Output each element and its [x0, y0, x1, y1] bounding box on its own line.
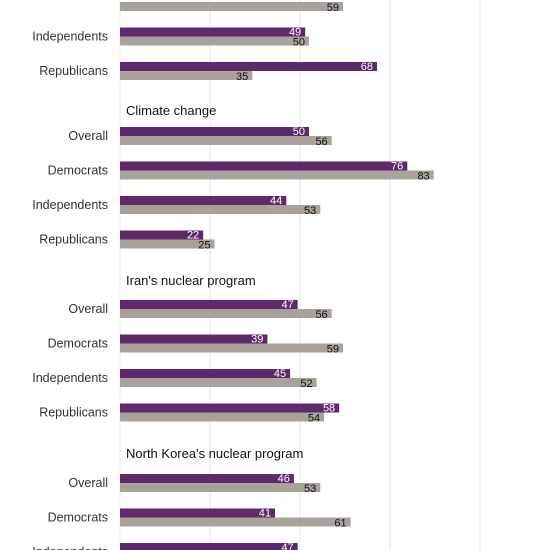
bar-series-b: [120, 205, 321, 214]
data-label-b: 35: [236, 71, 248, 83]
data-label-b: 59: [327, 344, 339, 356]
data-label-a: 50: [293, 126, 305, 138]
category-label: Overall: [68, 476, 108, 490]
category-label: Democrats: [48, 337, 108, 351]
data-label-b: 56: [315, 136, 327, 148]
bar-series-b: [120, 517, 351, 527]
bar-series-a: [120, 27, 306, 37]
bar-series-a: [120, 403, 340, 413]
category-label: Independents: [32, 545, 108, 550]
data-label-a: 41: [259, 508, 271, 520]
bar-series-a: [120, 196, 287, 205]
data-label-b: 25: [198, 240, 210, 252]
category-label: Independents: [32, 371, 108, 385]
bar-series-b: [120, 36, 309, 46]
category-label: Democrats: [48, 511, 108, 525]
category-label: Democrats: [48, 164, 108, 178]
bar-series-b: [120, 71, 253, 80]
bar-series-b: [120, 170, 434, 180]
section-title: Climate change: [126, 103, 216, 118]
data-label-b: 50: [293, 37, 305, 49]
data-label-a: 58: [323, 403, 335, 415]
bar-series-a: [120, 543, 298, 550]
data-label-a: 22: [187, 230, 199, 242]
category-label: Republicans: [39, 406, 108, 420]
category-label: Overall: [68, 129, 108, 143]
bar-series-b: [120, 309, 332, 318]
data-label-b: 52: [300, 378, 312, 390]
data-label-b: 59: [327, 2, 339, 14]
category-label: Independents: [32, 198, 108, 212]
bar-series-b: [120, 2, 343, 11]
data-label-a: 47: [281, 542, 293, 550]
data-label-a: 49: [289, 27, 301, 39]
bar-series-a: [120, 300, 298, 309]
grid: [119, 0, 481, 550]
data-label-a: 44: [270, 195, 282, 207]
data-label-a: 39: [251, 334, 263, 346]
bar-series-b: [120, 412, 325, 422]
bars: [120, 2, 434, 550]
data-label-b: 83: [417, 171, 429, 183]
data-label-a: 68: [361, 61, 373, 73]
bar-series-a: [120, 62, 377, 71]
data-label-b: 53: [304, 483, 316, 495]
bar-series-b: [120, 343, 343, 353]
bar-series-a: [120, 508, 275, 518]
data-label-a: 46: [278, 473, 290, 485]
bar-series-b: [120, 136, 332, 145]
bar-series-b: [120, 378, 317, 387]
data-label-a: 76: [391, 161, 403, 173]
data-label-b: 53: [304, 205, 316, 217]
bar-series-a: [120, 127, 309, 136]
data-label-a: 45: [274, 368, 286, 380]
bar-series-a: [120, 369, 291, 378]
category-label: Overall: [68, 302, 108, 316]
bar-series-b: [120, 483, 321, 492]
data-label-b: 56: [315, 309, 327, 321]
data-label-b: 61: [334, 518, 346, 530]
bar-series-b: [120, 239, 215, 249]
category-label: Independents: [32, 30, 108, 44]
data-label-b: 54: [308, 413, 320, 425]
category-label: Republicans: [39, 233, 108, 247]
bar-series-a: [120, 474, 294, 483]
bar-series-a: [120, 334, 268, 344]
data-label-a: 47: [281, 299, 293, 311]
bar-series-a: [120, 230, 204, 240]
bar-series-a: [120, 161, 408, 171]
category-label: Republicans: [39, 64, 108, 78]
section-title: North Korea's nuclear program: [126, 446, 303, 461]
section-title: Iran's nuclear program: [126, 273, 256, 288]
